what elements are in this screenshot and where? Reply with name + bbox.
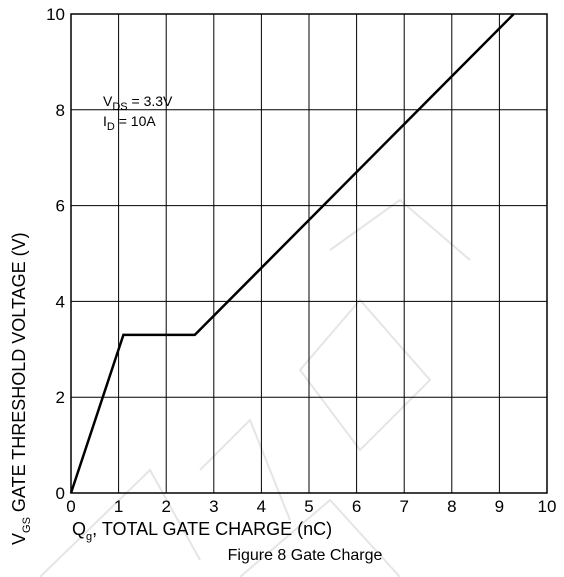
plot-frame: [70, 13, 548, 494]
x-tick-label: 5: [304, 497, 313, 516]
x-tick-labels: 0 1 2 3 4 5 6 7 8 9 10: [66, 497, 556, 516]
x-tick-label: 3: [209, 497, 218, 516]
y-tick-label: 10: [46, 5, 65, 24]
series-layer: [69, 13, 515, 494]
y-tick-label: 0: [56, 484, 65, 503]
x-tick-label: 10: [538, 497, 557, 516]
x-tick-label: 6: [352, 497, 361, 516]
watermark: [39, 198, 471, 577]
y-tick-label: 2: [56, 388, 65, 407]
x-tick-label: 9: [495, 497, 504, 516]
x-tick-label: 7: [399, 497, 408, 516]
y-tick-label: 4: [56, 292, 65, 311]
y-axis-label: VGS GATE THRESHOLD VOLTAGE (V): [9, 232, 33, 545]
x-tick-label: 2: [161, 497, 170, 516]
x-tick-label: 8: [447, 497, 456, 516]
gate-charge-series-line: [69, 13, 515, 494]
x-tick-label: 0: [66, 497, 75, 516]
x-tick-label: 1: [114, 497, 123, 516]
figure-caption: Figure 8 Gate Charge: [228, 547, 383, 564]
x-axis-label: Qg, TOTAL GATE CHARGE (nC): [72, 519, 332, 543]
y-tick-label: 6: [56, 197, 65, 216]
vds-annotation: VDS = 3.3V: [103, 93, 173, 113]
y-tick-label: 8: [56, 101, 65, 120]
annotation: VDS = 3.3V ID = 10A: [103, 93, 173, 133]
x-tick-label: 4: [257, 497, 266, 516]
grid: [71, 14, 547, 493]
id-annotation: ID = 10A: [103, 113, 156, 133]
y-tick-labels: 0 2 4 6 8 10: [46, 5, 65, 503]
